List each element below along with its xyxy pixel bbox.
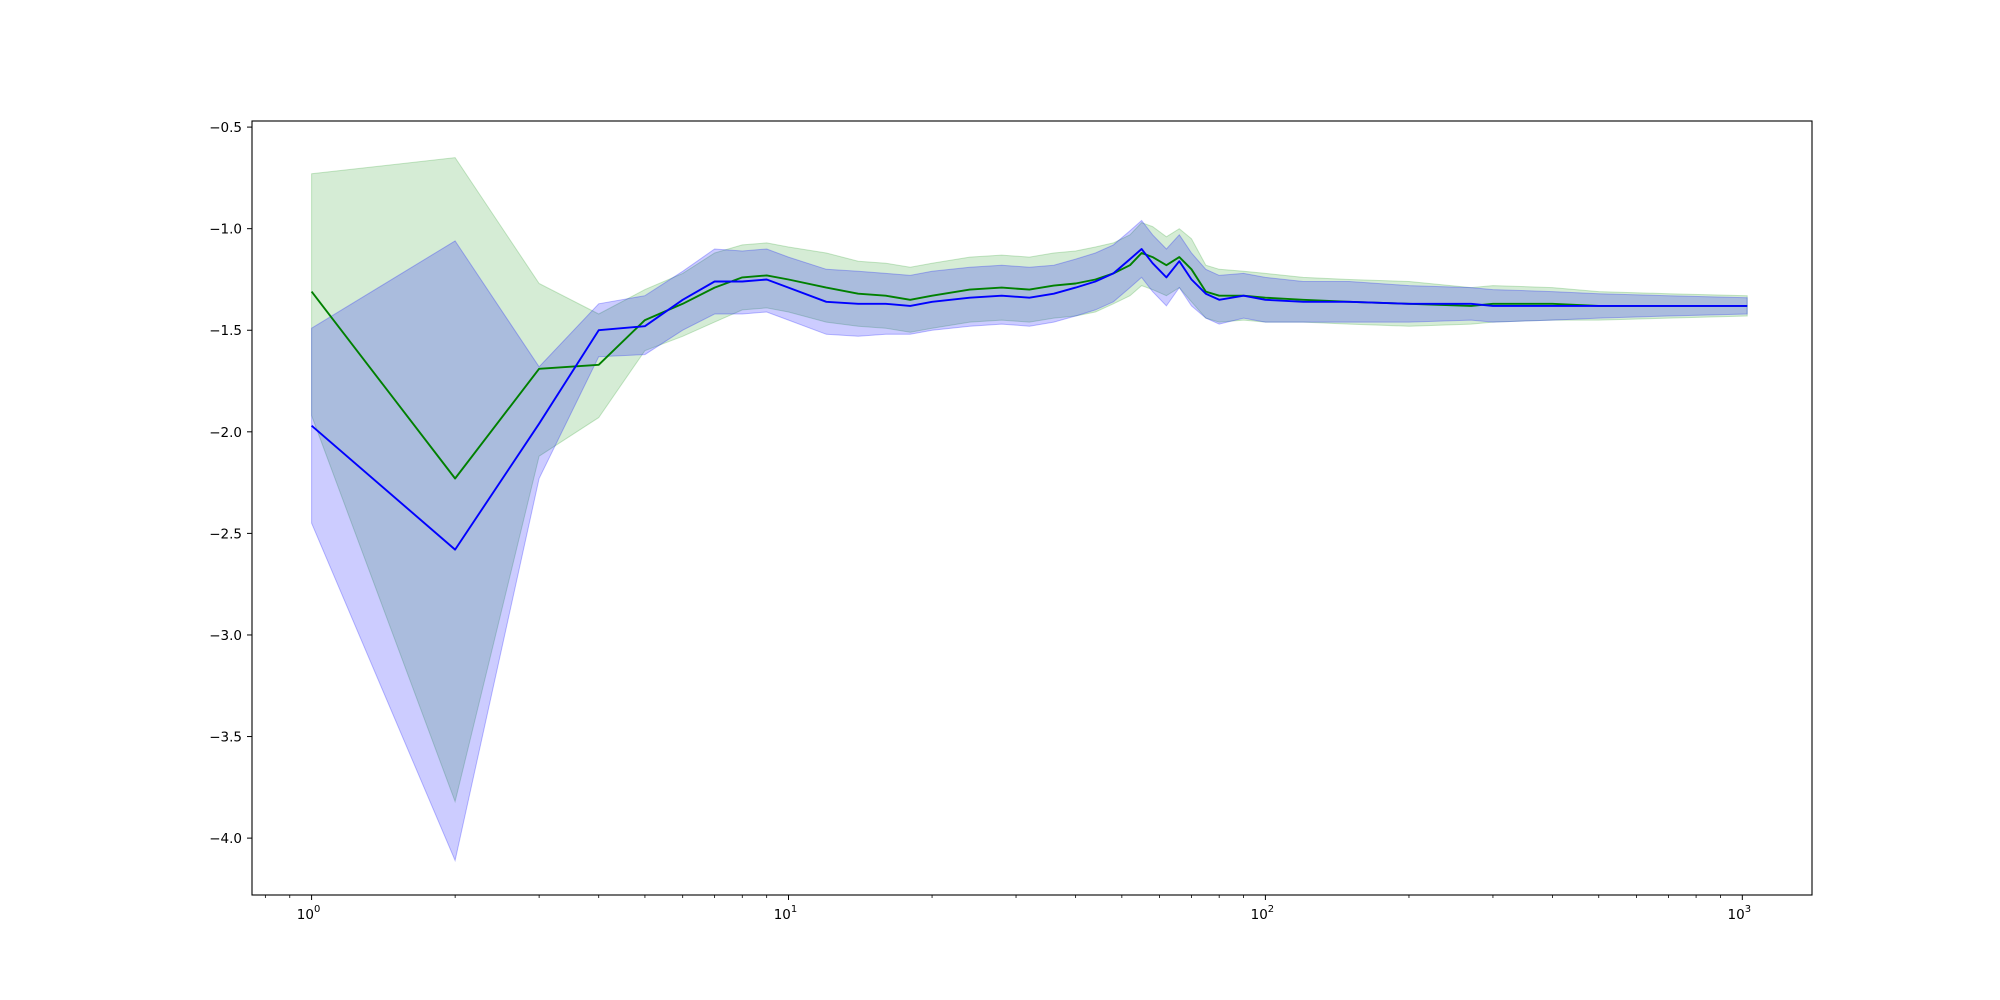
- y-tick-label: −1.5: [209, 323, 242, 339]
- y-axis: −0.5 −1.0 −1.5 −2.0 −2.5 −3.0 −3.5 −4.0: [209, 120, 252, 847]
- series-2-line: [310, 248, 1748, 551]
- y-tick-label: −3.5: [209, 730, 242, 746]
- y-tick-label: −2.5: [209, 526, 242, 542]
- y-tick-label: −4.0: [209, 831, 242, 847]
- confidence-bands: [311, 157, 1748, 863]
- y-tick-label: −1.0: [209, 222, 242, 238]
- series-2-band: [311, 219, 1748, 863]
- y-tick-label: −2.0: [209, 425, 242, 441]
- series-lines: [310, 248, 1748, 551]
- y-tick-label: −0.5: [209, 120, 242, 136]
- plot-frame: [251, 120, 1813, 896]
- series-1-band: [311, 157, 1748, 804]
- y-tick-label: −3.0: [209, 628, 242, 644]
